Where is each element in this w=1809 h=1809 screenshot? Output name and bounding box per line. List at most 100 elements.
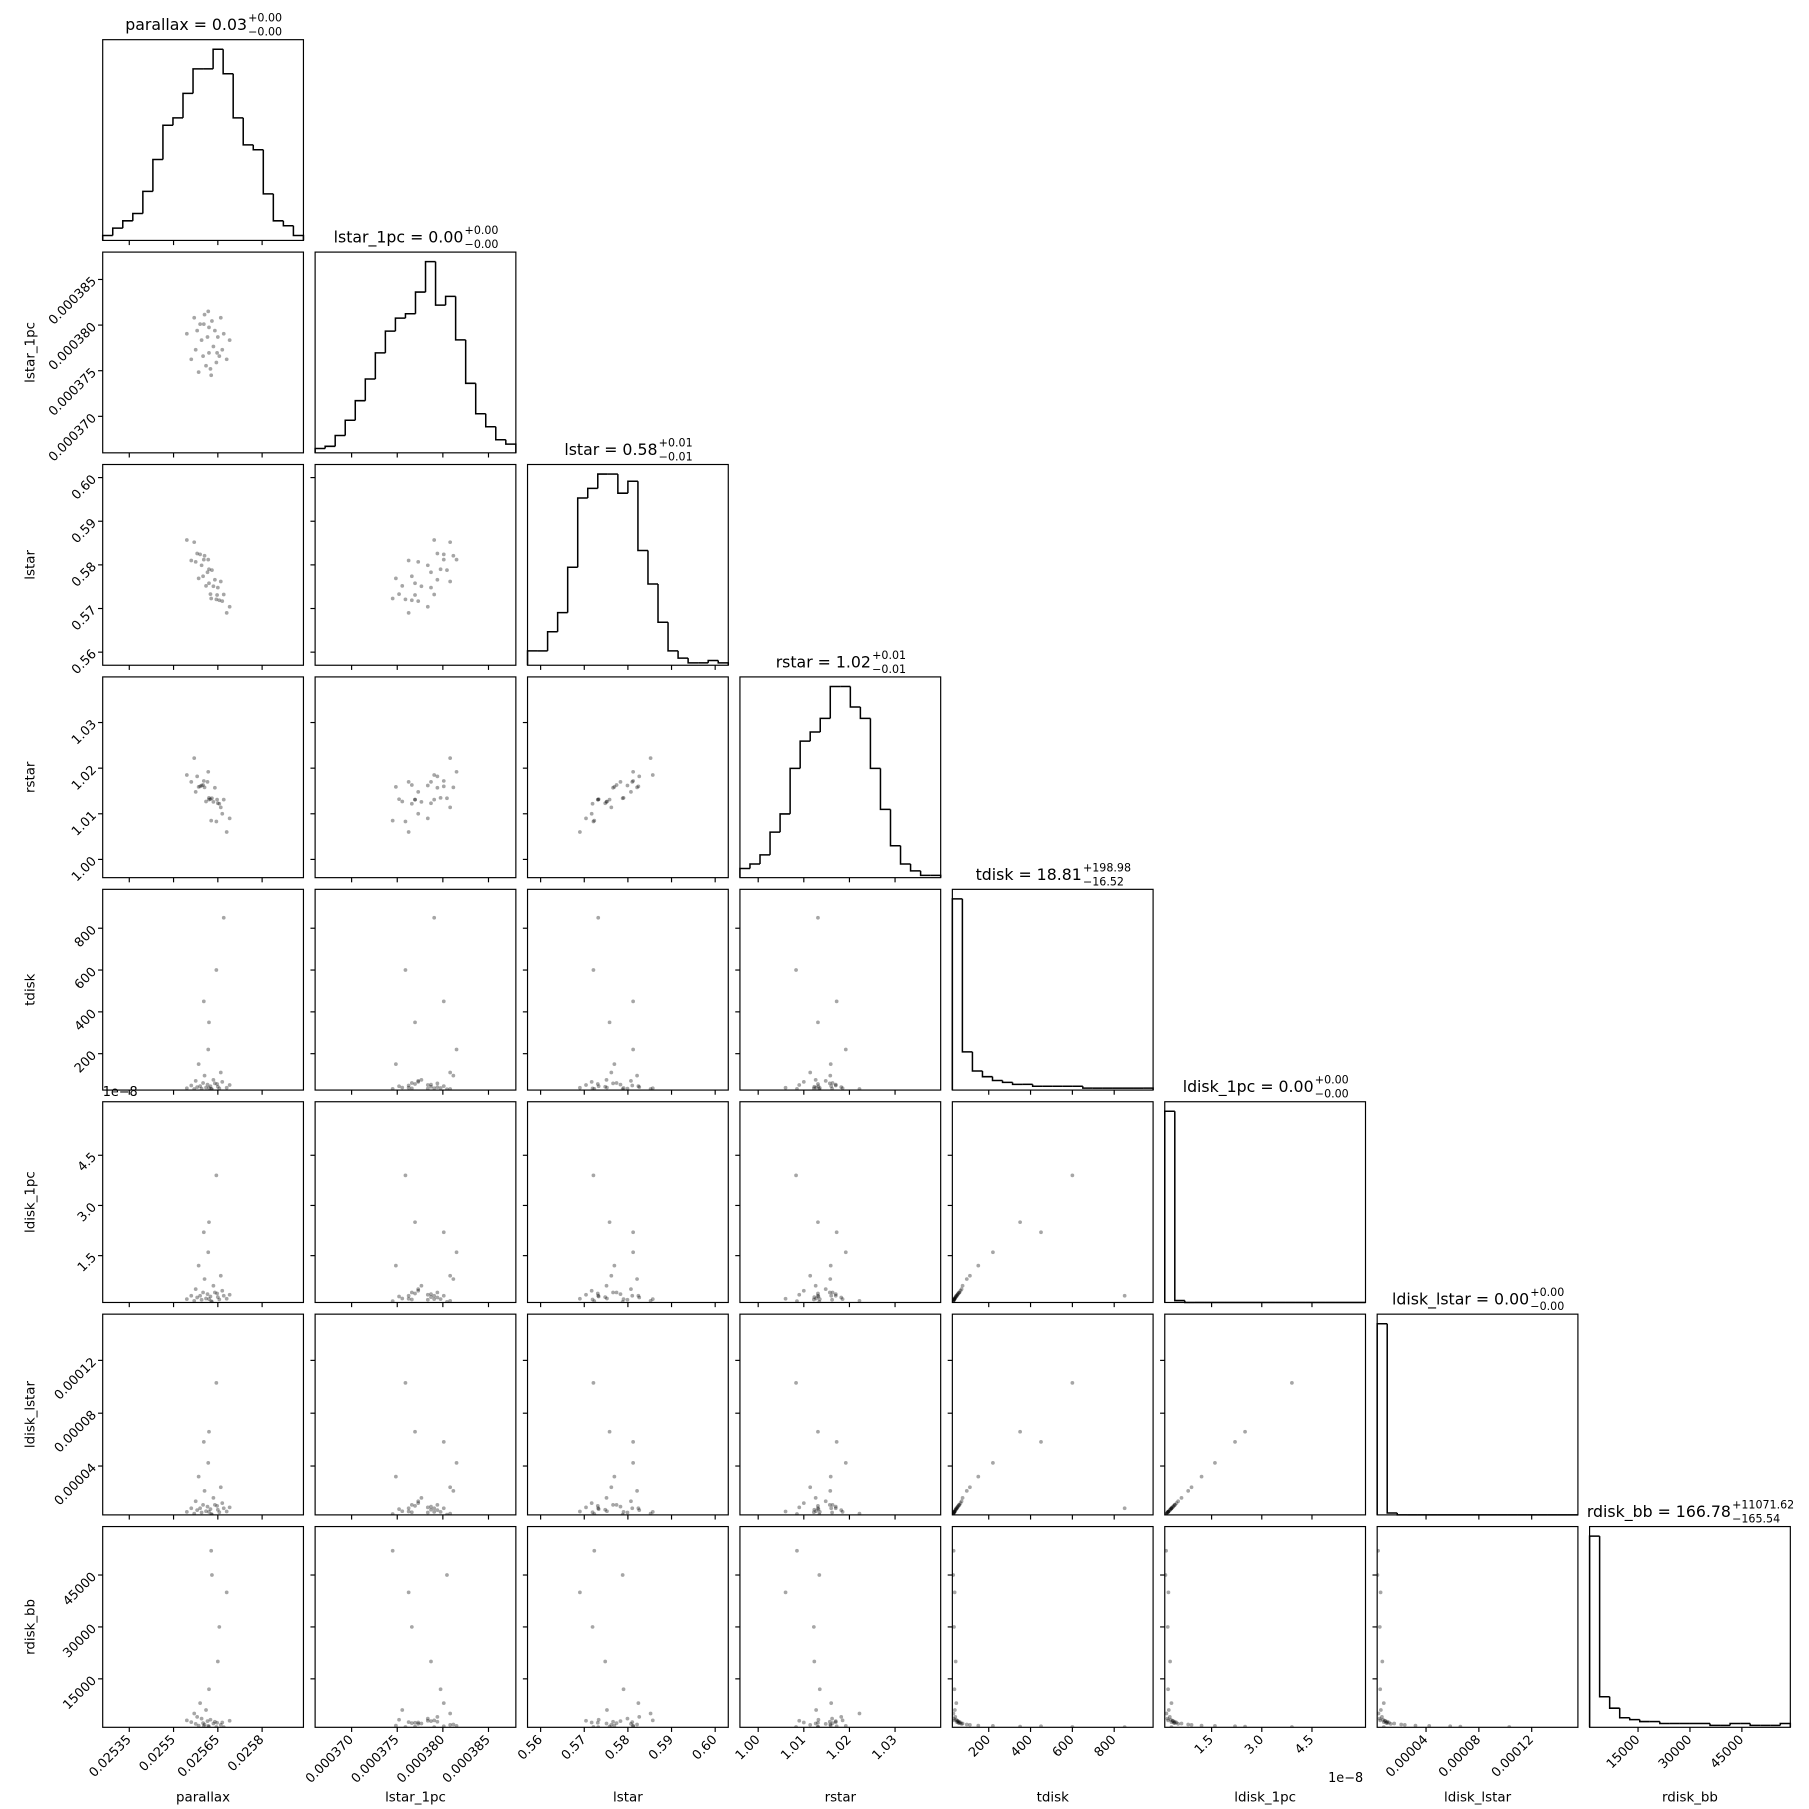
hist-step (789, 767, 801, 814)
sample-point (403, 597, 408, 602)
sample-point (957, 1502, 962, 1507)
sample-point (964, 1722, 969, 1727)
sample-point (390, 1086, 395, 1091)
sample-point (1233, 1439, 1237, 1444)
sample-point (595, 1720, 600, 1725)
sample-point (813, 1721, 818, 1726)
sample-point (195, 328, 200, 333)
sample-point (406, 1506, 411, 1511)
sample-point (783, 1085, 788, 1090)
sample-point (220, 599, 225, 603)
sample-point (834, 999, 839, 1004)
sample-point (429, 1292, 433, 1296)
hist-step (1588, 1535, 1600, 1728)
sample-point (416, 1288, 421, 1293)
sample-point (648, 1711, 653, 1716)
sample-point (1165, 1510, 1170, 1515)
sample-point (441, 1724, 446, 1728)
panel-frame (526, 1313, 729, 1516)
panel: tdisk = 18.81 +198.98−16.52 (951, 861, 1154, 1095)
sample-point (840, 1297, 845, 1302)
points (184, 756, 232, 834)
hist-step (909, 864, 921, 872)
hist-step (292, 225, 305, 241)
sample-point (394, 1723, 398, 1728)
sample-point (432, 1718, 437, 1723)
sample-point (432, 773, 437, 777)
panel-frame (526, 1525, 729, 1728)
hist-step (919, 870, 931, 877)
panel-frame (739, 1101, 942, 1304)
sample-point (834, 1230, 839, 1235)
sample-point (211, 1495, 216, 1500)
sample-point (394, 576, 398, 581)
panel-title: ldisk_lstar = 0.00 (1392, 1290, 1529, 1310)
sample-point (829, 1293, 834, 1298)
sample-point (214, 597, 219, 602)
sample-point (201, 574, 205, 579)
sample-point (196, 1263, 201, 1268)
title-minus: −0.01 (659, 451, 693, 464)
hist-step (1598, 1536, 1610, 1698)
sample-point (953, 1659, 958, 1664)
sample-point (403, 1380, 408, 1385)
sample-point (648, 756, 653, 760)
sample-point (211, 1721, 216, 1726)
panel-title: lstar = 0.58 (564, 440, 657, 459)
sample-point (1174, 1720, 1179, 1725)
sample-point (198, 322, 202, 327)
panel-frame (314, 1525, 517, 1728)
sample-point (201, 779, 206, 783)
sample-point (207, 1086, 211, 1090)
sample-point (590, 1086, 595, 1091)
sample-point (816, 1082, 820, 1086)
sample-point (960, 1283, 965, 1288)
sample-point (201, 999, 206, 1004)
y-tick-label: 0.58 (69, 560, 100, 591)
sample-point (635, 785, 639, 790)
sample-point (1174, 1501, 1179, 1506)
sample-point (1186, 1488, 1191, 1493)
sample-point (958, 1720, 963, 1725)
x-tick-label: 0.00004 (1383, 1733, 1431, 1781)
offset-label: 1e−8 (1328, 1771, 1363, 1786)
sample-point (201, 557, 206, 562)
sample-point (823, 1287, 828, 1291)
sample-point (636, 1293, 641, 1298)
sample-point (199, 783, 204, 788)
points (1377, 1548, 1512, 1728)
y-tick-label: 0.56 (69, 647, 100, 678)
title-minus: −16.52 (1083, 875, 1124, 888)
sample-point (1377, 1716, 1382, 1721)
sample-point (196, 576, 201, 581)
panel-frame (314, 676, 517, 879)
y-axis-label: tdisk (23, 973, 38, 1005)
sample-point (816, 1724, 820, 1728)
title-minus: −0.00 (465, 238, 499, 251)
panel-frame (526, 888, 729, 1091)
sample-point (210, 568, 214, 572)
panel-frame (1164, 1313, 1367, 1516)
sample-point (833, 1720, 838, 1724)
sample-point (953, 1295, 958, 1300)
sample-point (596, 1717, 601, 1722)
panel-title: ldisk_1pc = 0.00 (1183, 1077, 1314, 1097)
panel-frame (102, 1313, 305, 1516)
sample-point (208, 1507, 213, 1511)
sample-point (955, 1292, 960, 1296)
sample-point (596, 1293, 601, 1298)
sample-point (1172, 1721, 1177, 1726)
hist-step (961, 898, 973, 1053)
sample-point (612, 1263, 617, 1268)
sample-point (196, 1474, 201, 1479)
sample-point (812, 1507, 817, 1512)
sample-point (438, 1509, 443, 1514)
panel-frame (526, 463, 729, 666)
sample-point (828, 1263, 833, 1268)
sample-point (213, 328, 217, 333)
hist-step (759, 854, 771, 865)
sample-point (204, 363, 208, 368)
y-tick-label: 0.000375 (46, 365, 100, 419)
sample-point (813, 1283, 818, 1288)
